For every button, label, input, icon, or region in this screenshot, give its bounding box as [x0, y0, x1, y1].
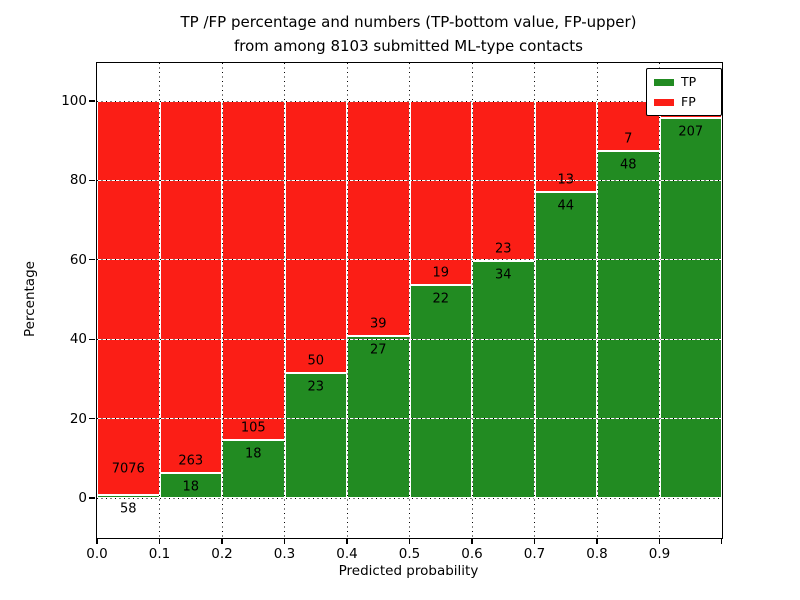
bar-segment-fp	[347, 101, 410, 336]
x-tick-label: 0.0	[86, 546, 108, 562]
x-tick-mark	[720, 538, 722, 544]
y-tick-mark	[89, 497, 96, 499]
fp-count-label: 19	[432, 265, 450, 281]
tp-count-label: 58	[119, 501, 137, 517]
x-tick-label: 0.3	[273, 546, 296, 562]
x-gridline	[659, 63, 660, 538]
x-gridline	[409, 63, 410, 538]
y-tick-label: 0	[78, 490, 87, 506]
bar-segment-tp	[534, 191, 597, 498]
chart-title-line1: TP /FP percentage and numbers (TP-bottom…	[180, 13, 637, 31]
bars-layer	[97, 63, 722, 538]
x-tick-label: 0.9	[648, 546, 671, 562]
ticks-layer: 0 20 40 60 80 100 0.0 0.1 0.2 0.3 0.4 0.5 0.6 0.7 0.8 0…	[61, 63, 722, 562]
y-axis-label: Percentage	[22, 261, 38, 337]
grid-layer	[97, 63, 722, 538]
plot-area: 7076 58 263 18 105 18 50 23 39 27 19 22 23 34 13 44 7 48 2…	[61, 62, 723, 562]
tp-count-label: 22	[432, 291, 450, 307]
x-gridline	[221, 63, 223, 538]
y-tick-mark	[89, 417, 96, 420]
x-tick-mark	[158, 538, 161, 544]
y-tick-label: 40	[69, 331, 87, 348]
x-gridline	[596, 63, 598, 538]
legend-item-tp: TP	[654, 74, 714, 90]
bar-segment-fp	[284, 101, 347, 373]
bar-labels-layer: 7076 58 263 18 105 18 50 23 39 27 19 22 23 34 13 44 7 48 2…	[97, 63, 722, 538]
x-tick-label: 0.1	[148, 546, 171, 562]
tp-count-label: 18	[182, 479, 200, 495]
x-tick-mark	[471, 538, 473, 544]
y-tick-mark	[89, 259, 96, 261]
x-gridline	[284, 63, 285, 538]
legend-label-fp: FP	[681, 94, 696, 109]
legend-item-fp: FP	[654, 94, 714, 110]
tp-count-label: 34	[494, 267, 512, 283]
x-tick-mark	[596, 538, 598, 544]
x-tick-mark	[346, 538, 348, 544]
legend: TP FP	[646, 68, 722, 116]
legend-label-tp: TP	[681, 74, 697, 89]
x-gridline	[534, 63, 535, 538]
fp-count-label: 263	[178, 453, 204, 469]
fp-count-label: 105	[240, 420, 266, 436]
fp-count-label: 23	[494, 241, 512, 257]
y-tick-label: 80	[69, 172, 87, 189]
x-gridline	[159, 63, 160, 538]
x-tick-mark	[408, 538, 411, 544]
chart-title: TP /FP percentage and numbers (TP-bottom…	[96, 10, 721, 58]
fp-count-label: 7	[624, 131, 633, 147]
fp-count-label: 50	[307, 353, 325, 369]
y-tick-mark	[89, 100, 96, 102]
bar-segment-fp	[472, 101, 535, 262]
tp-count-label: 27	[369, 342, 387, 358]
bar-segment-tp	[659, 117, 722, 498]
x-tick-mark	[658, 538, 661, 544]
x-tick-mark	[221, 538, 223, 544]
fp-count-label: 39	[369, 316, 387, 332]
y-tick-label: 60	[69, 251, 87, 268]
tp-count-label: 44	[557, 198, 575, 214]
bar-segment-fp	[409, 101, 472, 285]
y-tick-label: 20	[69, 410, 87, 427]
x-tick-label: 0.2	[211, 546, 233, 562]
tp-count-label: 18	[244, 446, 262, 462]
chart-title-line2: from among 8103 submitted ML-type contac…	[234, 37, 583, 55]
fp-count-label: 7076	[111, 461, 145, 477]
bar-segment-tp	[284, 372, 347, 498]
fp-count-label: 13	[557, 172, 575, 188]
fp-legend-swatch-icon	[654, 98, 674, 106]
x-tick-label: 0.4	[336, 546, 358, 562]
y-tick-mark	[89, 179, 96, 182]
tp-count-label: 207	[678, 124, 704, 140]
x-gridline	[346, 63, 348, 538]
x-tick-label: 0.7	[523, 546, 546, 562]
bar-segment-fp	[534, 101, 597, 192]
x-tick-label: 0.6	[461, 546, 483, 562]
y-tick-mark	[89, 338, 96, 340]
tp-legend-swatch-icon	[654, 78, 674, 86]
y-tick-label: 100	[61, 93, 87, 109]
x-tick-mark	[283, 538, 286, 544]
x-gridline	[471, 63, 473, 538]
x-tick-mark	[96, 538, 98, 544]
x-tick-mark	[533, 538, 536, 544]
x-tick-label: 0.5	[398, 546, 421, 562]
x-tick-label: 0.8	[586, 546, 608, 562]
x-axis-label: Predicted probability	[338, 563, 479, 579]
tp-count-label: 48	[619, 157, 637, 173]
tp-count-label: 23	[307, 379, 325, 395]
bar-segment-tp	[347, 335, 410, 498]
